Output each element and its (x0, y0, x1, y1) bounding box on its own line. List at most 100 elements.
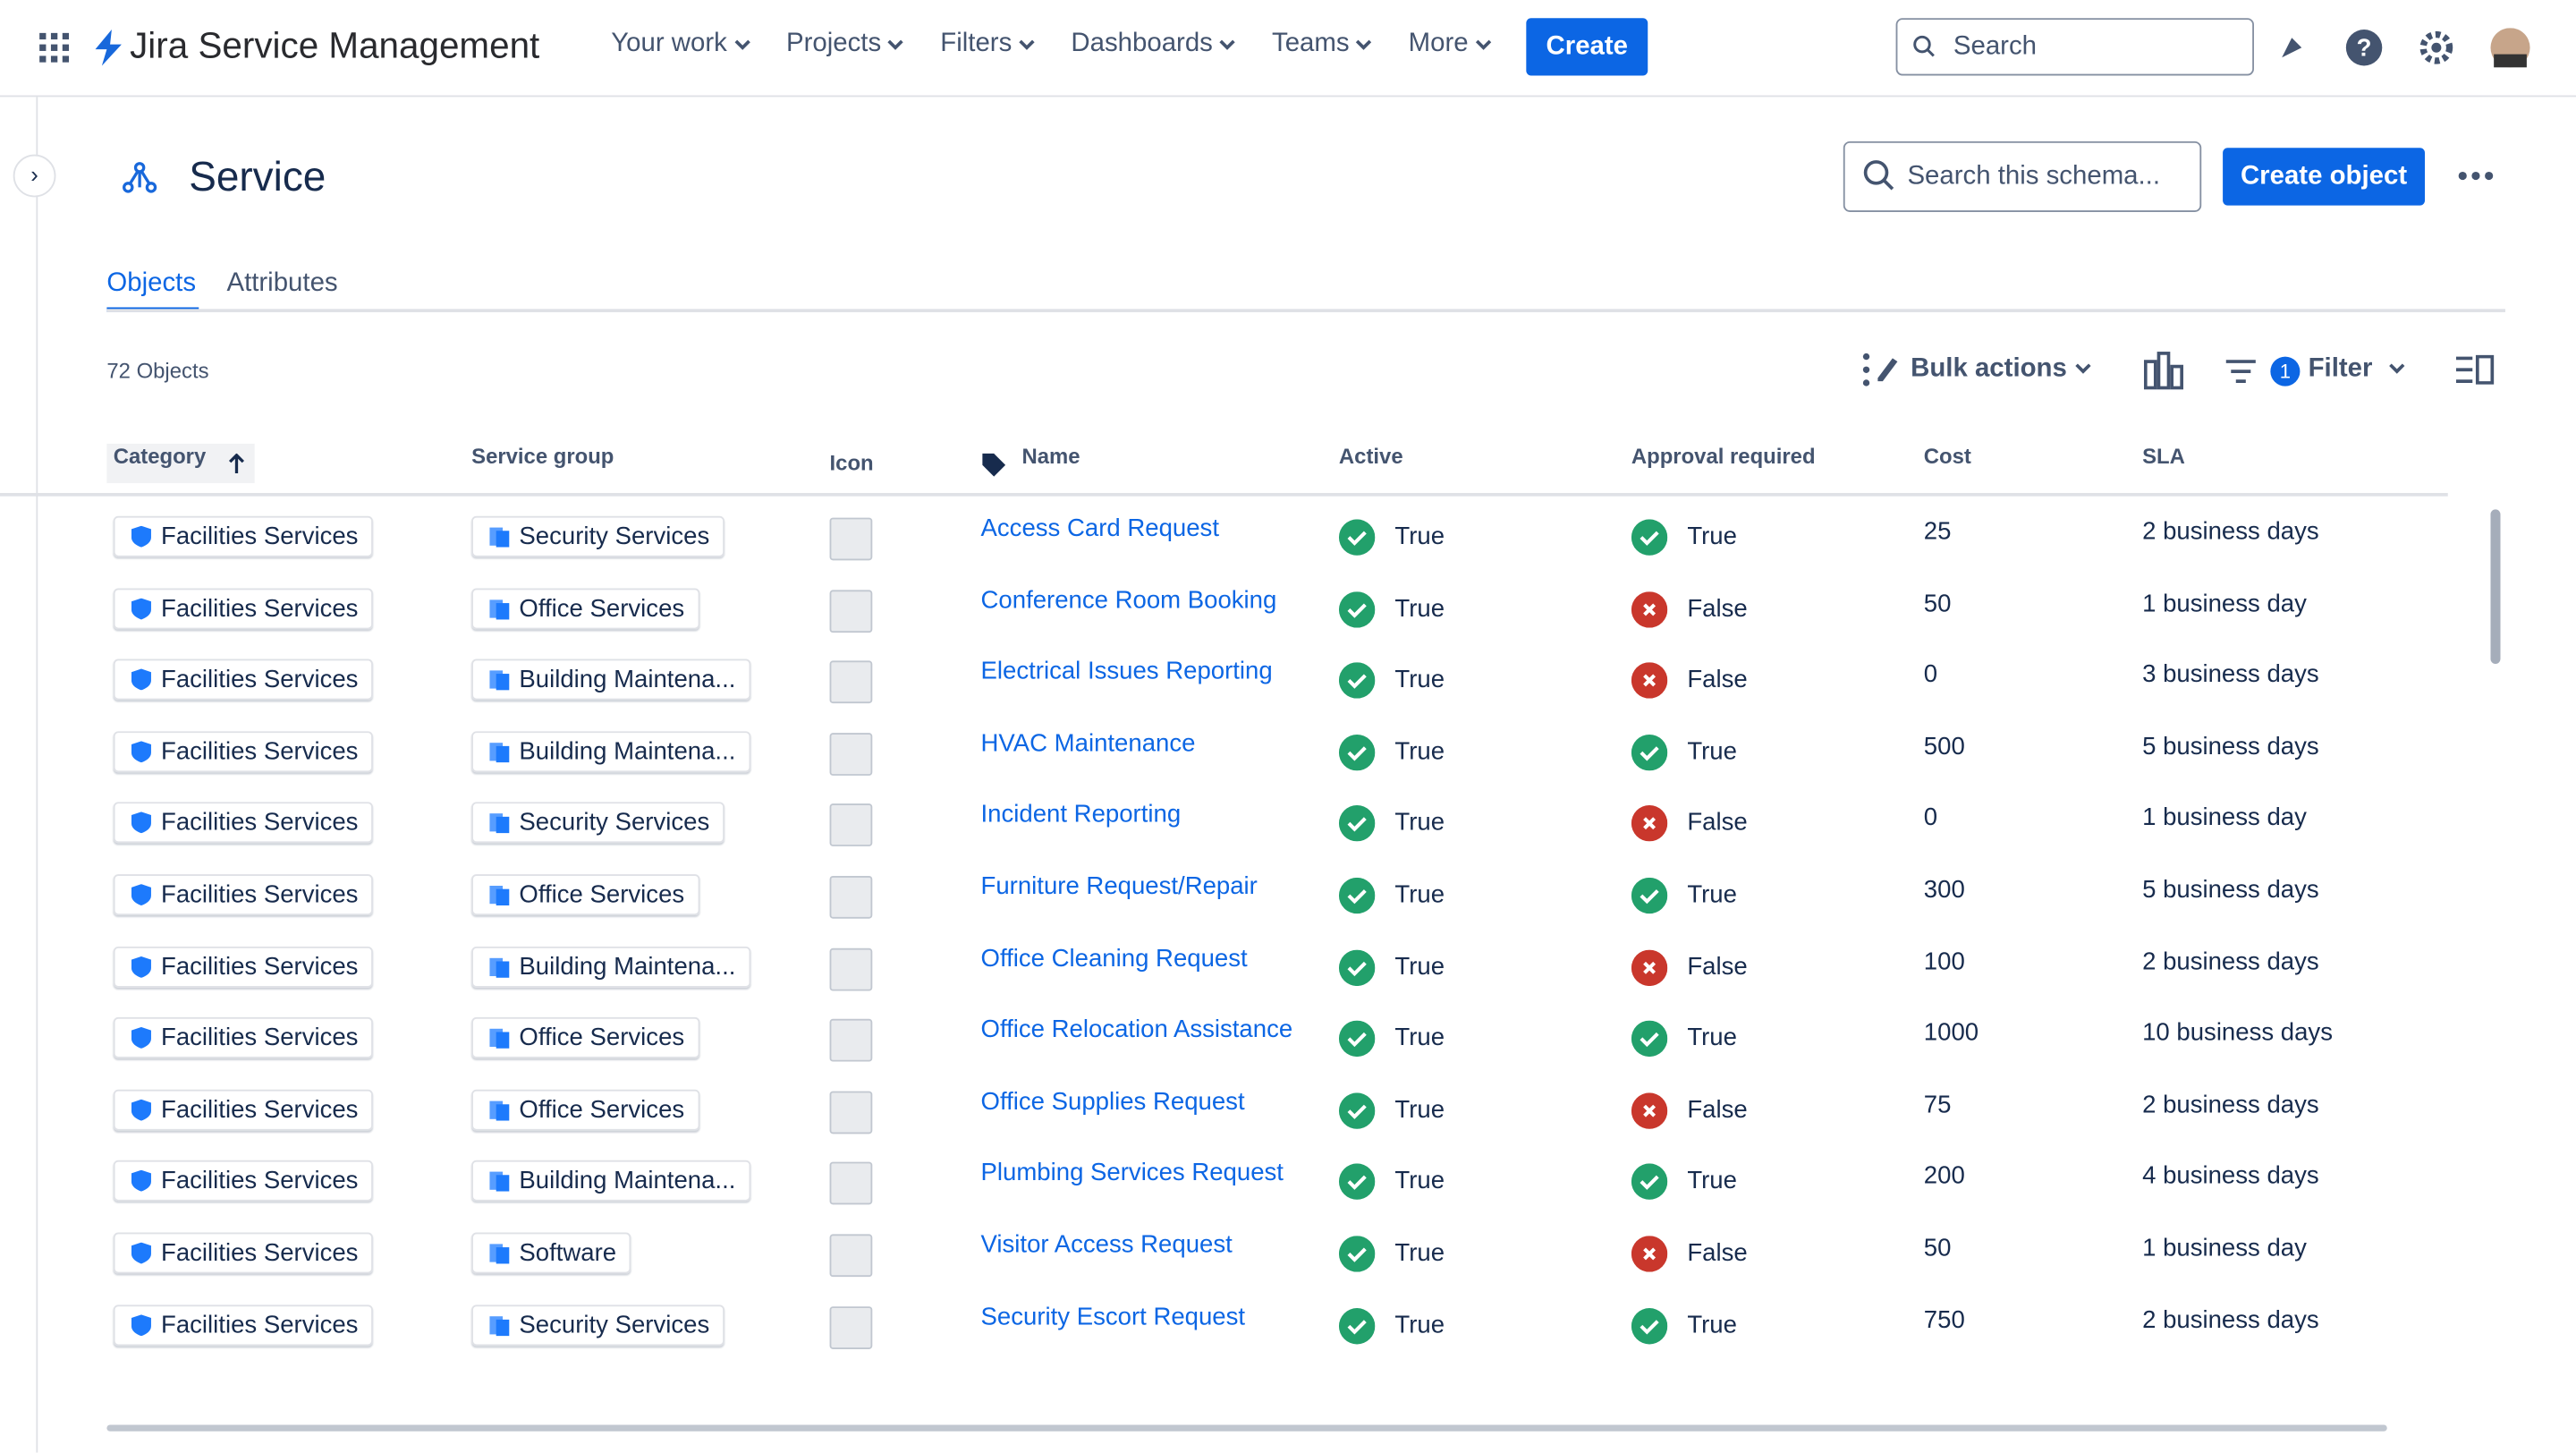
menu-item[interactable]: Filters (940, 30, 1035, 59)
column-header[interactable]: Icon (829, 450, 874, 475)
lozenge[interactable]: Facilities Services (113, 1160, 373, 1202)
cost: 100 (1923, 947, 1965, 976)
status-icon (1338, 662, 1376, 699)
sla: 2 business days (2142, 1305, 2319, 1334)
schema-search[interactable]: Search this schema... (1843, 140, 2202, 212)
lozenge[interactable]: Facilities Services (113, 946, 373, 988)
lozenge-icon (489, 1315, 510, 1336)
status-glyph (1347, 1176, 1367, 1191)
menu-item[interactable]: Teams (1272, 30, 1372, 59)
lozenge-text: Office Services (519, 880, 685, 909)
chevron (1019, 39, 1035, 50)
expand-sidebar[interactable]: › (13, 154, 56, 198)
lozenge[interactable]: Office Services (471, 1017, 699, 1059)
object-name[interactable]: Office Relocation Assistance (980, 1015, 1293, 1044)
lozenge[interactable]: Building Maintena... (471, 946, 750, 988)
lozenge[interactable]: Office Services (471, 874, 699, 916)
object-name[interactable]: Security Escort Request (980, 1302, 1246, 1331)
status-icon (1338, 948, 1376, 986)
status-glyph (1347, 889, 1367, 905)
menu-item[interactable]: More (1409, 30, 1492, 59)
lozenge[interactable]: Software (471, 1232, 631, 1274)
status-circle (1338, 591, 1376, 627)
status-icon (1631, 734, 1668, 771)
lozenge[interactable]: Security Services (471, 515, 724, 557)
cost: 25 (1923, 517, 1952, 546)
object-name[interactable]: Conference Room Booking (980, 585, 1277, 615)
lozenge-text: Security Services (519, 809, 710, 837)
object-name[interactable]: Incident Reporting (980, 801, 1182, 829)
status-text: False (1687, 809, 1748, 837)
chevron (1356, 39, 1372, 50)
lozenge-text: Building Maintena... (519, 952, 736, 981)
sla: 3 business days (2142, 660, 2319, 689)
object-name[interactable]: Office Supplies Request (980, 1087, 1245, 1116)
status-circle (1338, 1236, 1376, 1272)
lozenge[interactable]: Facilities Services (113, 515, 373, 557)
filter-button[interactable]: Filter (2308, 354, 2373, 383)
search[interactable]: Search (1895, 18, 2254, 76)
object-icon (829, 1162, 873, 1206)
lozenge[interactable]: Facilities Services (113, 874, 373, 916)
shield (131, 1313, 151, 1336)
create-object-button[interactable]: Create object (2223, 148, 2426, 206)
h-scrollbar[interactable] (106, 1424, 2387, 1432)
v-scrollbar[interactable] (2490, 509, 2501, 665)
lozenge[interactable]: Security Services (471, 803, 724, 844)
more-actions[interactable] (2458, 171, 2494, 181)
chevron (888, 39, 904, 50)
column-header[interactable]: Cost (1923, 443, 1971, 469)
status-glyph (1643, 1247, 1657, 1261)
status-circle (1338, 948, 1376, 986)
columns-toggle[interactable] (2455, 354, 2496, 385)
tab-active[interactable]: Objects (106, 269, 197, 298)
column-header[interactable]: Category (106, 443, 256, 483)
column-header[interactable]: Name (1021, 443, 1080, 469)
lozenge[interactable]: Facilities Services (113, 730, 373, 772)
object-name[interactable]: Electrical Issues Reporting (980, 658, 1273, 686)
lozenge[interactable]: Facilities Services (113, 1304, 373, 1346)
object-name[interactable]: HVAC Maintenance (980, 729, 1196, 758)
object-name[interactable]: Plumbing Services Request (980, 1159, 1284, 1187)
lozenge[interactable]: Facilities Services (113, 1089, 373, 1131)
bulk-actions[interactable]: Bulk actions (1911, 354, 2067, 383)
app-switcher[interactable] (39, 32, 70, 63)
lozenge[interactable]: Building Maintena... (471, 730, 750, 772)
lozenge[interactable]: Security Services (471, 1304, 724, 1346)
lozenge[interactable]: Facilities Services (113, 1232, 373, 1274)
column-header[interactable]: Service group (471, 443, 614, 469)
product-name[interactable]: Jira Service Management (130, 24, 540, 66)
object-name[interactable]: Office Cleaning Request (980, 944, 1248, 973)
lozenge[interactable]: Office Services (471, 587, 699, 629)
column-header[interactable]: Approval required (1631, 443, 1816, 469)
column-header[interactable]: SLA (2142, 443, 2185, 469)
cost: 0 (1923, 803, 1938, 833)
lozenge[interactable]: Facilities Services (113, 587, 373, 629)
lozenge-icon (489, 742, 510, 762)
column-header[interactable]: Active (1338, 443, 1403, 469)
lozenge[interactable]: Building Maintena... (471, 659, 750, 701)
menu-label: More (1408, 30, 1469, 58)
object-name[interactable]: Access Card Request (980, 514, 1219, 543)
lozenge-icon (131, 812, 151, 834)
lozenge-icon (489, 813, 510, 834)
menu-item[interactable]: Dashboards (1071, 30, 1236, 59)
status-text: True (1687, 523, 1737, 551)
view-toggle[interactable] (2143, 352, 2184, 391)
menu-item[interactable]: Projects (786, 30, 904, 59)
status-glyph (1347, 961, 1367, 976)
lozenge[interactable]: Facilities Services (113, 803, 373, 844)
object-name[interactable]: Visitor Access Request (980, 1230, 1233, 1259)
header-icons[interactable]: ? (2275, 28, 2538, 71)
object-icon (829, 589, 873, 633)
status-text: True (1394, 1310, 1445, 1339)
lozenge[interactable]: Office Services (471, 1089, 699, 1131)
lozenge[interactable]: Facilities Services (113, 659, 373, 701)
menu-item[interactable]: Your work (611, 30, 750, 59)
lozenge[interactable]: Facilities Services (113, 1017, 373, 1059)
object-name[interactable]: Furniture Request/Repair (980, 872, 1258, 901)
filter-icon (2225, 360, 2256, 383)
create-button[interactable]: Create (1526, 18, 1648, 76)
lozenge[interactable]: Building Maintena... (471, 1160, 750, 1202)
tab[interactable]: Attributes (226, 269, 338, 298)
